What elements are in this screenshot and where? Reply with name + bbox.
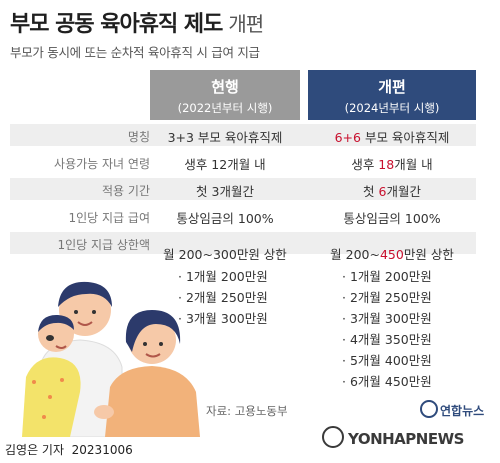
current-child-age: 생후 12개월 내 (184, 157, 266, 172)
watermark-icon (322, 426, 344, 448)
current-period: 첫 3개월간 (196, 184, 254, 199)
new-child-age: 생후 18개월 내 (351, 157, 433, 172)
row-label-period: 적용 기간 (102, 184, 150, 198)
current-cap: 월 200~300만원 상한 (163, 247, 287, 262)
yonhap-logo-icon (420, 400, 438, 418)
current-benefit: 통상임금의 100% (176, 211, 274, 226)
new-child-age-highlight: 18 (378, 157, 395, 172)
date: 20231006 (71, 443, 133, 457)
yonhap-logo: 연합뉴스 (420, 400, 484, 419)
current-column-title: 현행 (211, 78, 239, 96)
list-item: 4개월 350만원 (342, 329, 432, 350)
source-note: 자료: 고용노동부 (206, 404, 288, 418)
new-name: 6+6 부모 육아휴직제 (334, 130, 450, 145)
title-suffix: 개편 (228, 12, 264, 36)
list-item: 1개월 200만원 (342, 266, 432, 287)
current-cap-list: 1개월 200만원 2개월 250만원 3개월 300만원 (178, 266, 268, 329)
row-label-benefit: 1인당 지급 급여 (68, 211, 150, 225)
row-label-child-age: 사용가능 자녀 연령 (54, 157, 150, 171)
current-column-header: 현행 (2022년부터 시행) (150, 70, 300, 120)
family-illustration (22, 281, 200, 437)
new-period-highlight: 6 (378, 184, 387, 199)
row-label-cap: 1인당 지급 상한액 (57, 238, 150, 252)
new-column-title: 개편 (378, 78, 406, 96)
new-name-highlight: 6+6 (334, 130, 361, 145)
row-label-name: 명칭 (127, 130, 150, 144)
row-band (10, 124, 476, 146)
list-item: 3개월 300만원 (342, 308, 432, 329)
new-cap-highlight: 450 (379, 247, 404, 262)
credit-line: 김영은 기자 20231006 (5, 441, 133, 458)
list-item: 2개월 250만원 (342, 287, 432, 308)
list-item: 5개월 400만원 (342, 350, 432, 371)
new-period: 첫 6개월간 (363, 184, 421, 199)
page-title: 부모 공동 육아휴직 제도 개편 (10, 6, 264, 38)
current-name: 3+3 부모 육아휴직제 (167, 130, 283, 145)
current-column-sub: (2022년부터 시행) (177, 101, 273, 115)
page-subtitle: 부모가 동시에 또는 순차적 육아휴직 시 급여 지급 (10, 45, 260, 60)
new-cap: 월 200~450만원 상한 (330, 247, 454, 262)
new-benefit: 통상임금의 100% (343, 211, 441, 226)
new-cap-list: 1개월 200만원 2개월 250만원 3개월 300만원 4개월 350만원 … (342, 266, 432, 392)
list-item: 3개월 300만원 (178, 308, 268, 329)
title-main: 부모 공동 육아휴직 제도 (10, 12, 223, 37)
row-band (10, 232, 476, 254)
author: 김영은 기자 (5, 443, 65, 457)
new-column-sub: (2024년부터 시행) (344, 101, 440, 115)
list-item: 1개월 200만원 (178, 266, 268, 287)
list-item: 6개월 450만원 (342, 371, 432, 392)
row-band (10, 178, 476, 200)
new-column-header: 개편 (2024년부터 시행) (308, 70, 476, 120)
list-item: 2개월 250만원 (178, 287, 268, 308)
watermark: YONHAPNEWS (322, 426, 464, 448)
